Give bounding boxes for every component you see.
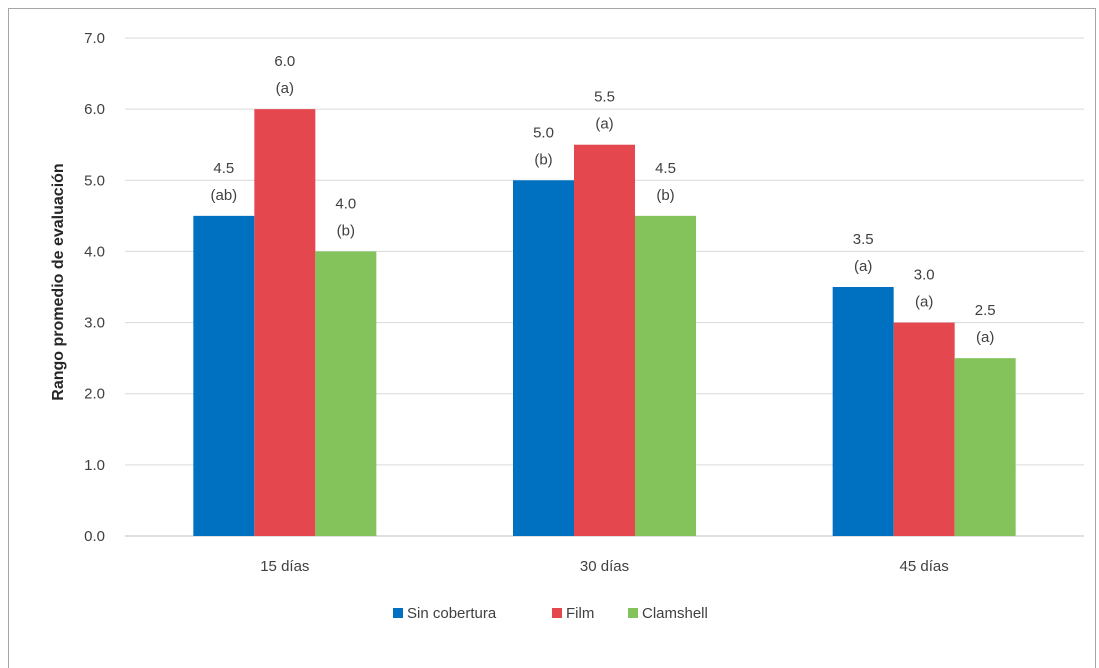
bar-sin-cobertura [832,287,894,536]
data-label-value: 3.5 [853,231,874,248]
y-tick-label: 4.0 [84,243,105,260]
data-label-group: (a) [915,294,933,311]
bar-sin-cobertura [193,215,255,536]
bar-clamshell [635,215,696,536]
data-label-group: (b) [656,187,674,204]
y-tick-label: 2.0 [84,386,105,403]
data-label-group: (a) [276,80,294,97]
legend-swatch [393,608,403,618]
data-label-value: 4.5 [213,160,234,177]
data-label-value: 4.0 [335,195,356,212]
legend: Sin cobertura Film Clamshell [393,605,708,622]
x-tick-label: 15 días [260,558,309,575]
bar-clamshell [315,251,377,536]
y-axis-label: Rango promedio de evaluación [50,163,67,400]
bar-film [893,322,955,536]
legend-swatch [552,608,562,618]
x-tick-label: 45 días [900,558,949,575]
x-tick-label: 30 días [580,558,629,575]
data-label-group: (a) [976,329,994,346]
y-axis-ticks: 0.0 1.0 2.0 3.0 4.0 5.0 6.0 7.0 [84,30,105,545]
bars [193,109,1016,537]
bar-clamshell [954,358,1016,536]
data-label-value: 5.5 [594,89,615,106]
data-label-value: 2.5 [975,302,996,319]
data-label-group: (a) [595,116,613,133]
data-label-value: 3.0 [914,267,935,284]
data-label-group: (b) [337,222,355,239]
y-tick-label: 5.0 [84,172,105,189]
data-label-group: (a) [854,258,872,275]
y-tick-label: 0.0 [84,528,105,545]
bar-sin-cobertura [513,180,574,537]
y-tick-label: 7.0 [84,30,105,47]
data-label-value: 6.0 [274,53,295,70]
legend-label: Clamshell [642,605,708,622]
y-tick-label: 1.0 [84,457,105,474]
data-label-value: 5.0 [533,124,554,141]
data-label-group: (ab) [210,187,237,204]
legend-label: Sin cobertura [407,605,497,622]
legend-swatch [628,608,638,618]
bar-chart: 0.01.02.03.04.05.06.07.0 4.5(ab)6.0(a)4.… [50,30,1084,622]
data-label-value: 4.5 [655,160,676,177]
legend-label: Film [566,605,594,622]
data-label-group: (b) [534,151,552,168]
x-axis-ticks: 15 días 30 días 45 días [260,558,949,575]
bar-film [254,109,316,537]
bar-film [574,144,635,536]
data-labels: 4.5 (ab) 6.0 (a) 4.0 (b) 5.0 (b) 5.5 (a) 4.5 (b) 3.5… [210,53,995,346]
y-tick-label: 3.0 [84,315,105,332]
y-tick-label: 6.0 [84,101,105,118]
chart-frame [8,8,1096,668]
